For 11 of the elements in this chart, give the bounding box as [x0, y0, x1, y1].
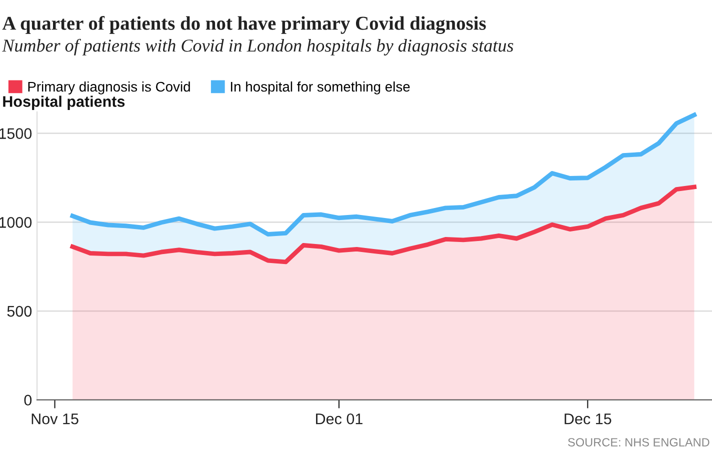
y-tick-label: 0 [24, 394, 32, 406]
legend-label: In hospital for something else [230, 81, 410, 94]
y-tick-label: 500 [7, 306, 32, 317]
x-tick-label: Nov 15 [32, 414, 78, 424]
source-note: SOURCE: NHS ENGLAND [568, 438, 710, 446]
legend-label: Primary diagnosis is Covid [28, 81, 190, 94]
x-tick-label: Dec 15 [564, 414, 612, 424]
chart-title: A quarter of patients do not have primary Covid diagnosis [2, 16, 486, 34]
y-axis-title: Hospital patients [3, 96, 125, 110]
x-tick-label: Dec 01 [316, 413, 362, 424]
chart-subtitle: Number of patients with Covid in London hospitals by diagnosis status [2, 38, 514, 56]
